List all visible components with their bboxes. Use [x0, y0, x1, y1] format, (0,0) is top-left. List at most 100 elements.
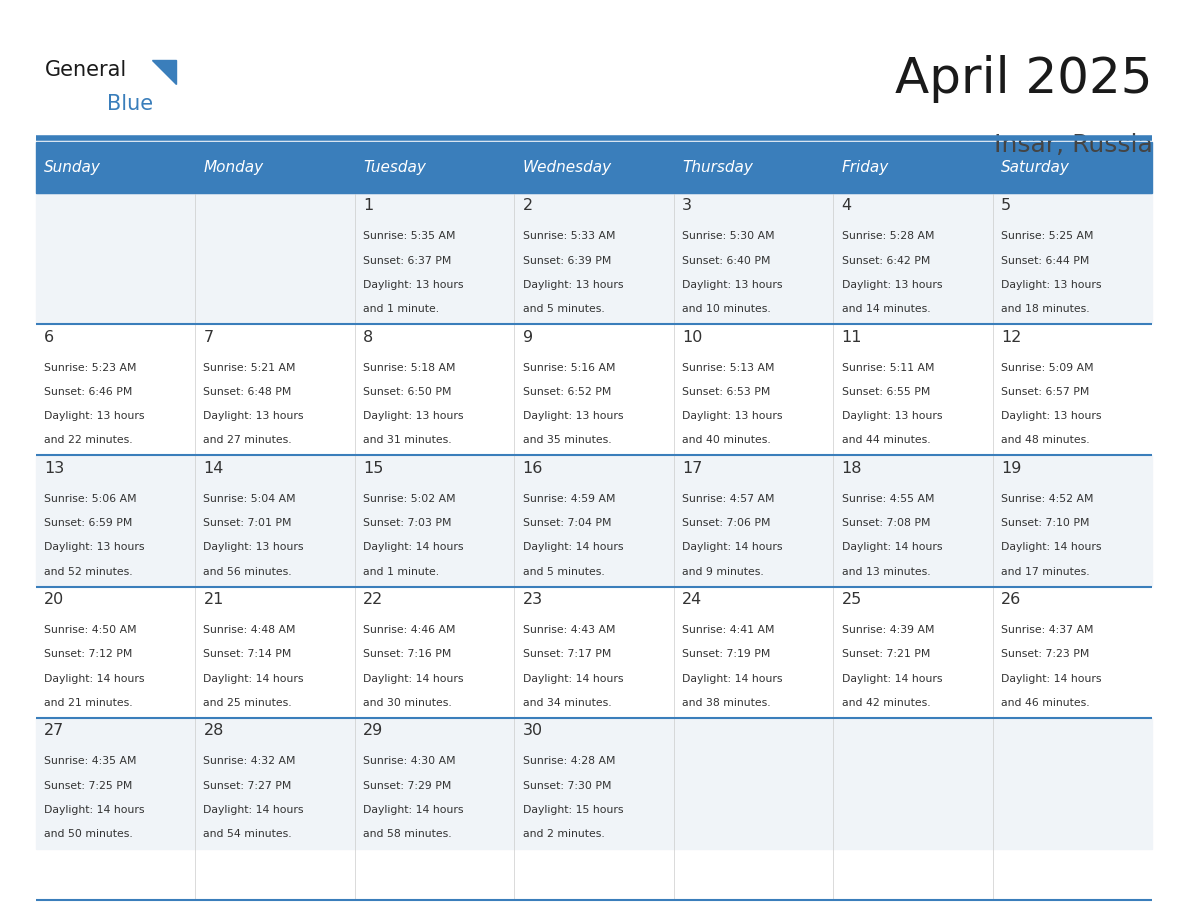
- Text: and 25 minutes.: and 25 minutes.: [203, 698, 292, 708]
- Text: and 48 minutes.: and 48 minutes.: [1001, 435, 1089, 445]
- Text: and 42 minutes.: and 42 minutes.: [841, 698, 930, 708]
- Text: Sunrise: 4:43 AM: Sunrise: 4:43 AM: [523, 625, 615, 635]
- Text: Daylight: 13 hours: Daylight: 13 hours: [841, 411, 942, 421]
- Text: Wednesday: Wednesday: [523, 160, 612, 175]
- Text: and 5 minutes.: and 5 minutes.: [523, 566, 605, 577]
- Text: Sunset: 7:17 PM: Sunset: 7:17 PM: [523, 649, 611, 659]
- Text: and 17 minutes.: and 17 minutes.: [1001, 566, 1089, 577]
- Text: Daylight: 15 hours: Daylight: 15 hours: [523, 805, 623, 815]
- Text: Sunrise: 5:25 AM: Sunrise: 5:25 AM: [1001, 231, 1094, 241]
- Text: 2: 2: [523, 198, 532, 213]
- Text: Daylight: 13 hours: Daylight: 13 hours: [364, 411, 463, 421]
- Text: 27: 27: [44, 723, 64, 738]
- Text: and 1 minute.: and 1 minute.: [364, 566, 440, 577]
- Text: and 14 minutes.: and 14 minutes.: [841, 304, 930, 314]
- Text: Daylight: 13 hours: Daylight: 13 hours: [841, 280, 942, 290]
- Text: Sunrise: 5:09 AM: Sunrise: 5:09 AM: [1001, 363, 1094, 373]
- Text: and 40 minutes.: and 40 minutes.: [682, 435, 771, 445]
- Bar: [993, 142, 1152, 193]
- Polygon shape: [152, 60, 176, 84]
- Text: 22: 22: [364, 592, 384, 607]
- Text: Sunrise: 4:50 AM: Sunrise: 4:50 AM: [44, 625, 137, 635]
- Text: Sunrise: 5:02 AM: Sunrise: 5:02 AM: [364, 494, 456, 504]
- Text: Daylight: 14 hours: Daylight: 14 hours: [841, 674, 942, 684]
- Text: April 2025: April 2025: [895, 55, 1152, 103]
- Text: Monday: Monday: [203, 160, 264, 175]
- Text: Sunday: Sunday: [44, 160, 101, 175]
- Text: and 5 minutes.: and 5 minutes.: [523, 304, 605, 314]
- Text: Sunset: 7:30 PM: Sunset: 7:30 PM: [523, 780, 611, 790]
- Text: Daylight: 13 hours: Daylight: 13 hours: [203, 543, 304, 553]
- Text: Daylight: 14 hours: Daylight: 14 hours: [682, 674, 783, 684]
- Text: Sunrise: 5:30 AM: Sunrise: 5:30 AM: [682, 231, 775, 241]
- Text: Sunset: 7:01 PM: Sunset: 7:01 PM: [203, 518, 292, 528]
- Text: Daylight: 14 hours: Daylight: 14 hours: [44, 674, 145, 684]
- Text: Sunrise: 5:04 AM: Sunrise: 5:04 AM: [203, 494, 296, 504]
- Text: Sunrise: 5:11 AM: Sunrise: 5:11 AM: [841, 363, 934, 373]
- Text: and 58 minutes.: and 58 minutes.: [364, 829, 451, 839]
- Text: 4: 4: [841, 198, 852, 213]
- Text: and 34 minutes.: and 34 minutes.: [523, 698, 611, 708]
- Text: Sunrise: 4:46 AM: Sunrise: 4:46 AM: [364, 625, 455, 635]
- Text: 11: 11: [841, 330, 862, 344]
- Text: Sunrise: 4:37 AM: Sunrise: 4:37 AM: [1001, 625, 1094, 635]
- Text: and 2 minutes.: and 2 minutes.: [523, 829, 605, 839]
- Text: Daylight: 14 hours: Daylight: 14 hours: [523, 674, 623, 684]
- Text: 9: 9: [523, 330, 532, 344]
- Text: Tuesday: Tuesday: [364, 160, 425, 175]
- Text: Sunrise: 4:52 AM: Sunrise: 4:52 AM: [1001, 494, 1094, 504]
- Bar: [833, 142, 993, 193]
- Text: General: General: [45, 60, 127, 80]
- Text: and 22 minutes.: and 22 minutes.: [44, 435, 133, 445]
- Text: Daylight: 14 hours: Daylight: 14 hours: [1001, 543, 1101, 553]
- Text: and 13 minutes.: and 13 minutes.: [841, 566, 930, 577]
- Text: Sunset: 7:29 PM: Sunset: 7:29 PM: [364, 780, 451, 790]
- Text: 29: 29: [364, 723, 384, 738]
- Text: Sunset: 7:06 PM: Sunset: 7:06 PM: [682, 518, 771, 528]
- Text: Sunrise: 4:30 AM: Sunrise: 4:30 AM: [364, 756, 456, 767]
- Text: Sunset: 7:04 PM: Sunset: 7:04 PM: [523, 518, 611, 528]
- Text: Saturday: Saturday: [1001, 160, 1070, 175]
- Text: and 38 minutes.: and 38 minutes.: [682, 698, 771, 708]
- Text: 19: 19: [1001, 461, 1022, 476]
- Text: and 9 minutes.: and 9 minutes.: [682, 566, 764, 577]
- Text: Sunset: 7:25 PM: Sunset: 7:25 PM: [44, 780, 132, 790]
- Text: Sunset: 7:21 PM: Sunset: 7:21 PM: [841, 649, 930, 659]
- Text: Sunrise: 4:59 AM: Sunrise: 4:59 AM: [523, 494, 615, 504]
- Bar: [36, 324, 1152, 455]
- Bar: [674, 142, 833, 193]
- Text: Sunset: 7:10 PM: Sunset: 7:10 PM: [1001, 518, 1089, 528]
- Text: and 35 minutes.: and 35 minutes.: [523, 435, 611, 445]
- Bar: [355, 142, 514, 193]
- Text: Sunrise: 4:39 AM: Sunrise: 4:39 AM: [841, 625, 934, 635]
- Text: and 46 minutes.: and 46 minutes.: [1001, 698, 1089, 708]
- Text: Sunset: 7:12 PM: Sunset: 7:12 PM: [44, 649, 132, 659]
- Text: Sunrise: 5:16 AM: Sunrise: 5:16 AM: [523, 363, 615, 373]
- Text: and 1 minute.: and 1 minute.: [364, 304, 440, 314]
- Text: Daylight: 14 hours: Daylight: 14 hours: [364, 543, 463, 553]
- Text: Daylight: 14 hours: Daylight: 14 hours: [203, 674, 304, 684]
- Text: 12: 12: [1001, 330, 1022, 344]
- Bar: [36, 142, 195, 193]
- Text: Sunrise: 5:28 AM: Sunrise: 5:28 AM: [841, 231, 934, 241]
- Text: Sunrise: 5:23 AM: Sunrise: 5:23 AM: [44, 363, 137, 373]
- Text: Daylight: 14 hours: Daylight: 14 hours: [523, 543, 623, 553]
- Text: Sunset: 6:53 PM: Sunset: 6:53 PM: [682, 386, 771, 397]
- Text: 18: 18: [841, 461, 862, 476]
- Text: 26: 26: [1001, 592, 1022, 607]
- Text: Daylight: 14 hours: Daylight: 14 hours: [44, 805, 145, 815]
- Text: and 52 minutes.: and 52 minutes.: [44, 566, 133, 577]
- Text: Sunset: 6:39 PM: Sunset: 6:39 PM: [523, 255, 611, 265]
- Text: Sunset: 6:46 PM: Sunset: 6:46 PM: [44, 386, 132, 397]
- Text: 30: 30: [523, 723, 543, 738]
- Text: Daylight: 14 hours: Daylight: 14 hours: [841, 543, 942, 553]
- Text: Sunset: 6:44 PM: Sunset: 6:44 PM: [1001, 255, 1089, 265]
- Bar: [36, 193, 1152, 324]
- Text: and 30 minutes.: and 30 minutes.: [364, 698, 451, 708]
- Text: Sunrise: 4:57 AM: Sunrise: 4:57 AM: [682, 494, 775, 504]
- Text: Daylight: 13 hours: Daylight: 13 hours: [682, 280, 783, 290]
- Bar: [36, 587, 1152, 718]
- Text: Sunrise: 5:13 AM: Sunrise: 5:13 AM: [682, 363, 775, 373]
- Text: Sunrise: 4:41 AM: Sunrise: 4:41 AM: [682, 625, 775, 635]
- Text: Sunset: 7:14 PM: Sunset: 7:14 PM: [203, 649, 292, 659]
